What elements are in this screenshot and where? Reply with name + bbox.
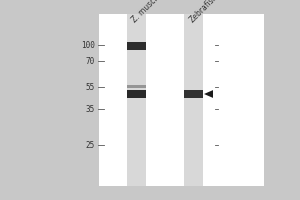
Text: 35: 35 (85, 104, 94, 114)
Text: Zebrafish: Zebrafish (188, 0, 220, 24)
Bar (127, 14, 146, 186)
Bar (127, 90, 146, 98)
Text: 70: 70 (85, 56, 94, 66)
Bar (184, 90, 203, 98)
Bar (127, 84, 146, 88)
Text: 25: 25 (85, 140, 94, 149)
Bar (184, 14, 203, 186)
Text: 100: 100 (81, 40, 94, 49)
Text: Z. muscle: Z. muscle (130, 0, 163, 24)
Polygon shape (204, 90, 213, 98)
Bar (127, 42, 146, 50)
Bar (99, 14, 264, 186)
Text: 55: 55 (85, 83, 94, 92)
